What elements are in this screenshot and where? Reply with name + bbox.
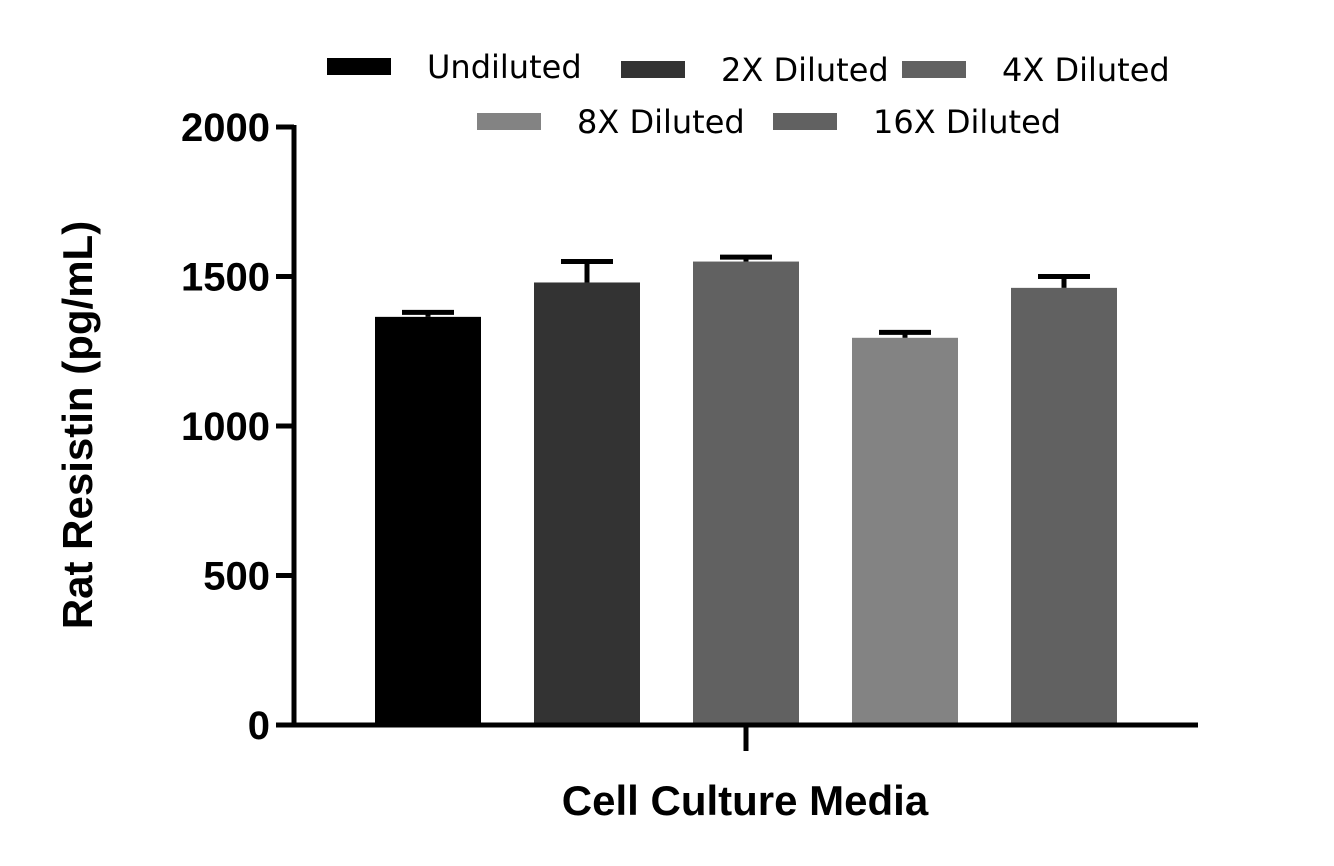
legend-swatch xyxy=(477,113,541,130)
y-tick-label: 1500 xyxy=(181,256,270,300)
y-tick-label: 0 xyxy=(248,704,270,748)
bar xyxy=(1011,287,1117,725)
bar xyxy=(852,337,958,725)
axes-group: 0 500 1000 1500 2000 xyxy=(181,106,1198,751)
y-tick-label: 500 xyxy=(203,555,270,599)
legend-swatch xyxy=(773,113,837,130)
legend-label: 8X Diluted xyxy=(577,103,745,141)
legend-label: 2X Diluted xyxy=(721,51,889,89)
legend: Undiluted 2X Diluted 4X Diluted 8X Diluted 1… xyxy=(327,48,1170,141)
legend-label: 4X Diluted xyxy=(1002,51,1170,89)
bar xyxy=(693,261,799,725)
y-tick-label: 1000 xyxy=(181,405,270,449)
y-tick-label: 2000 xyxy=(181,106,270,150)
legend-label: 16X Diluted xyxy=(873,103,1061,141)
y-axis-title: Rat Resistin (pg/mL) xyxy=(54,221,101,629)
x-axis-title: Cell Culture Media xyxy=(562,777,929,824)
bar xyxy=(534,282,640,725)
legend-swatch xyxy=(621,61,685,78)
legend-swatch xyxy=(902,61,966,78)
bars-group xyxy=(375,254,1117,725)
legend-label: Undiluted xyxy=(427,48,582,86)
bar xyxy=(375,316,481,725)
legend-swatch xyxy=(327,58,391,75)
